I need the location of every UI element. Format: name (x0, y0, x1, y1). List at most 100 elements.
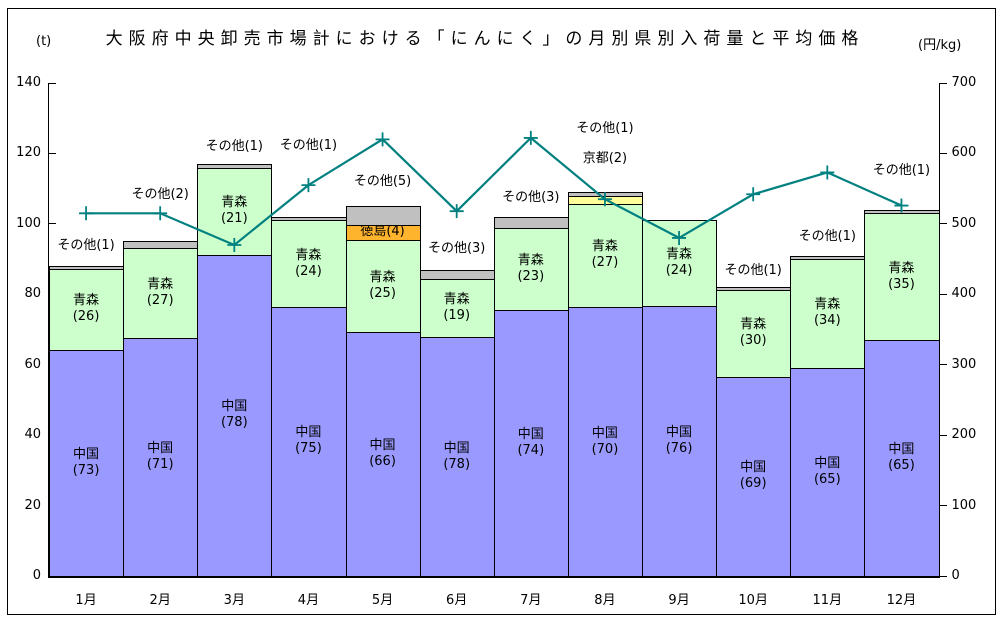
y-axis-right-tick (939, 575, 947, 577)
x-axis (48, 576, 940, 578)
bar-segment-その他 (493, 216, 569, 229)
segment-label-中国: 中国 (71) (146, 441, 174, 473)
bar-segment-中国 (642, 305, 718, 577)
right-axis-unit-label: (円/kg) (918, 38, 962, 53)
y-axis-left-tick-label: 140 (16, 75, 41, 90)
segment-label-青森: 青森 (24) (295, 247, 322, 279)
bar-segment-中国 (345, 331, 421, 577)
x-axis-month-label: 10月 (738, 593, 768, 608)
y-axis-left-tick (49, 223, 56, 225)
y-axis-right-tick-label: 0 (951, 568, 960, 583)
bar-segment-中国 (49, 349, 125, 577)
bar-segment-その他 (271, 216, 347, 222)
segment-label-中国: 中国 (75) (295, 425, 322, 457)
bar-segment-中国 (419, 337, 495, 577)
bar-segment-その他 (790, 255, 866, 260)
y-axis-left-tick-label: 20 (24, 497, 41, 513)
y-axis-right-tick (939, 505, 947, 507)
chart-title: 大阪府中央卸売市場計における「にんにく」の月別県別入荷量と平均価格 (105, 29, 865, 49)
y-axis-right-tick-label: 600 (951, 145, 977, 161)
y-axis-left-tick-label: 0 (32, 568, 41, 583)
bar-segment-中国 (197, 254, 273, 577)
segment-label-その他: その他(1) (57, 238, 115, 254)
segment-label-中国: 中国 (74) (517, 427, 545, 459)
segment-label-中国: 中国 (70) (591, 425, 619, 457)
segment-label-青森: 青森 (26) (72, 293, 100, 325)
bar-segment-その他 (345, 206, 421, 226)
x-axis-month-label: 4月 (297, 593, 320, 608)
segment-label-中国: 中国 (78) (220, 399, 248, 431)
bar-segment-中国 (493, 310, 569, 577)
y-axis-right-tick (939, 223, 947, 225)
y-axis-left-tick (49, 82, 56, 84)
y-axis-right-tick (939, 152, 947, 154)
bar-segment-その他 (716, 287, 792, 292)
segment-label-青森: 青森 (30) (739, 317, 767, 349)
bar-segment-青森 (345, 239, 421, 333)
segment-label-中国: 中国 (65) (888, 442, 915, 474)
y-axis-right-tick-label: 200 (951, 427, 977, 443)
bar-segment-その他 (123, 241, 199, 250)
x-axis-month-label: 12月 (886, 593, 917, 608)
bar-segment-青森 (419, 278, 495, 339)
segment-label-徳島: 徳島(4) (360, 224, 405, 240)
y-axis-right-tick-label: 300 (951, 356, 977, 372)
y-axis-left-tick-label: 120 (16, 145, 41, 161)
bar-segment-その他 (864, 209, 940, 215)
y-axis-left-tick-label: 40 (24, 427, 41, 443)
y-axis-right-tick (939, 434, 947, 436)
y-axis-right-tick-label: 400 (951, 286, 977, 302)
segment-label-その他: その他(1) (724, 263, 782, 279)
y-axis-right-tick (939, 82, 947, 84)
x-axis-month-label: 11月 (812, 593, 843, 608)
segment-label-青森: 青森 (21) (220, 195, 248, 227)
bar-segment-中国 (864, 340, 940, 577)
bar-segment-その他 (197, 163, 273, 170)
x-axis-month-label: 8月 (594, 593, 616, 608)
x-axis-month-label: 7月 (520, 593, 542, 608)
y-axis-left-tick (49, 152, 56, 154)
y-axis-left (48, 83, 49, 577)
x-axis-month-label: 6月 (446, 593, 468, 608)
segment-label-その他: その他(5) (353, 174, 412, 190)
bar-segment-青森 (123, 248, 199, 340)
segment-label-中国: 中国 (65) (813, 455, 841, 487)
segment-label-青森: 青森 (23) (517, 252, 545, 284)
segment-label-青森: 青森 (19) (443, 291, 471, 323)
y-axis-right-tick-label: 100 (951, 497, 977, 513)
segment-label-中国: 中国 (76) (665, 424, 693, 456)
y-axis-left-tick-label: 100 (16, 215, 41, 231)
segment-label-中国: 中国 (73) (72, 446, 100, 478)
y-axis-right-tick-label: 700 (951, 75, 977, 90)
bar-segment-中国 (790, 367, 866, 577)
segment-label-青森: 青森 (34) (813, 297, 841, 329)
segment-label-その他: その他(1) (798, 228, 857, 244)
segment-label-青森: 青森 (25) (369, 269, 396, 301)
bar-segment-京都 (567, 196, 643, 205)
x-axis-month-label: 2月 (149, 593, 171, 608)
x-axis-month-label: 3月 (223, 593, 245, 608)
segment-label-京都: 京都(2) (582, 151, 628, 167)
segment-label-青森: 青森 (27) (146, 277, 174, 309)
bar-segment-その他 (567, 192, 643, 197)
chart-outer-border (7, 8, 996, 615)
segment-label-青森: 青森 (24) (665, 247, 693, 278)
y-axis-left-tick-label: 80 (24, 286, 41, 302)
x-axis-month-label: 1月 (75, 593, 97, 608)
segment-label-中国: 中国 (66) (369, 437, 396, 469)
y-axis-right-tick (939, 364, 947, 366)
x-axis-month-label: 5月 (371, 593, 394, 608)
segment-label-青森: 青森 (35) (888, 260, 915, 292)
bar-segment-その他 (49, 266, 125, 271)
y-axis-right-tick-label: 500 (951, 215, 977, 231)
x-axis-month-label: 9月 (668, 593, 690, 608)
segment-label-その他: その他(1) (872, 162, 931, 178)
y-axis-left-tick-label: 60 (24, 356, 41, 372)
bar-segment-中国 (567, 307, 643, 577)
segment-label-中国: 中国 (78) (443, 440, 471, 472)
segment-label-その他: その他(3) (502, 189, 560, 205)
segment-label-中国: 中国 (69) (739, 460, 767, 492)
left-axis-unit-label: (t) (36, 34, 52, 49)
segment-label-その他: その他(1) (576, 121, 634, 137)
